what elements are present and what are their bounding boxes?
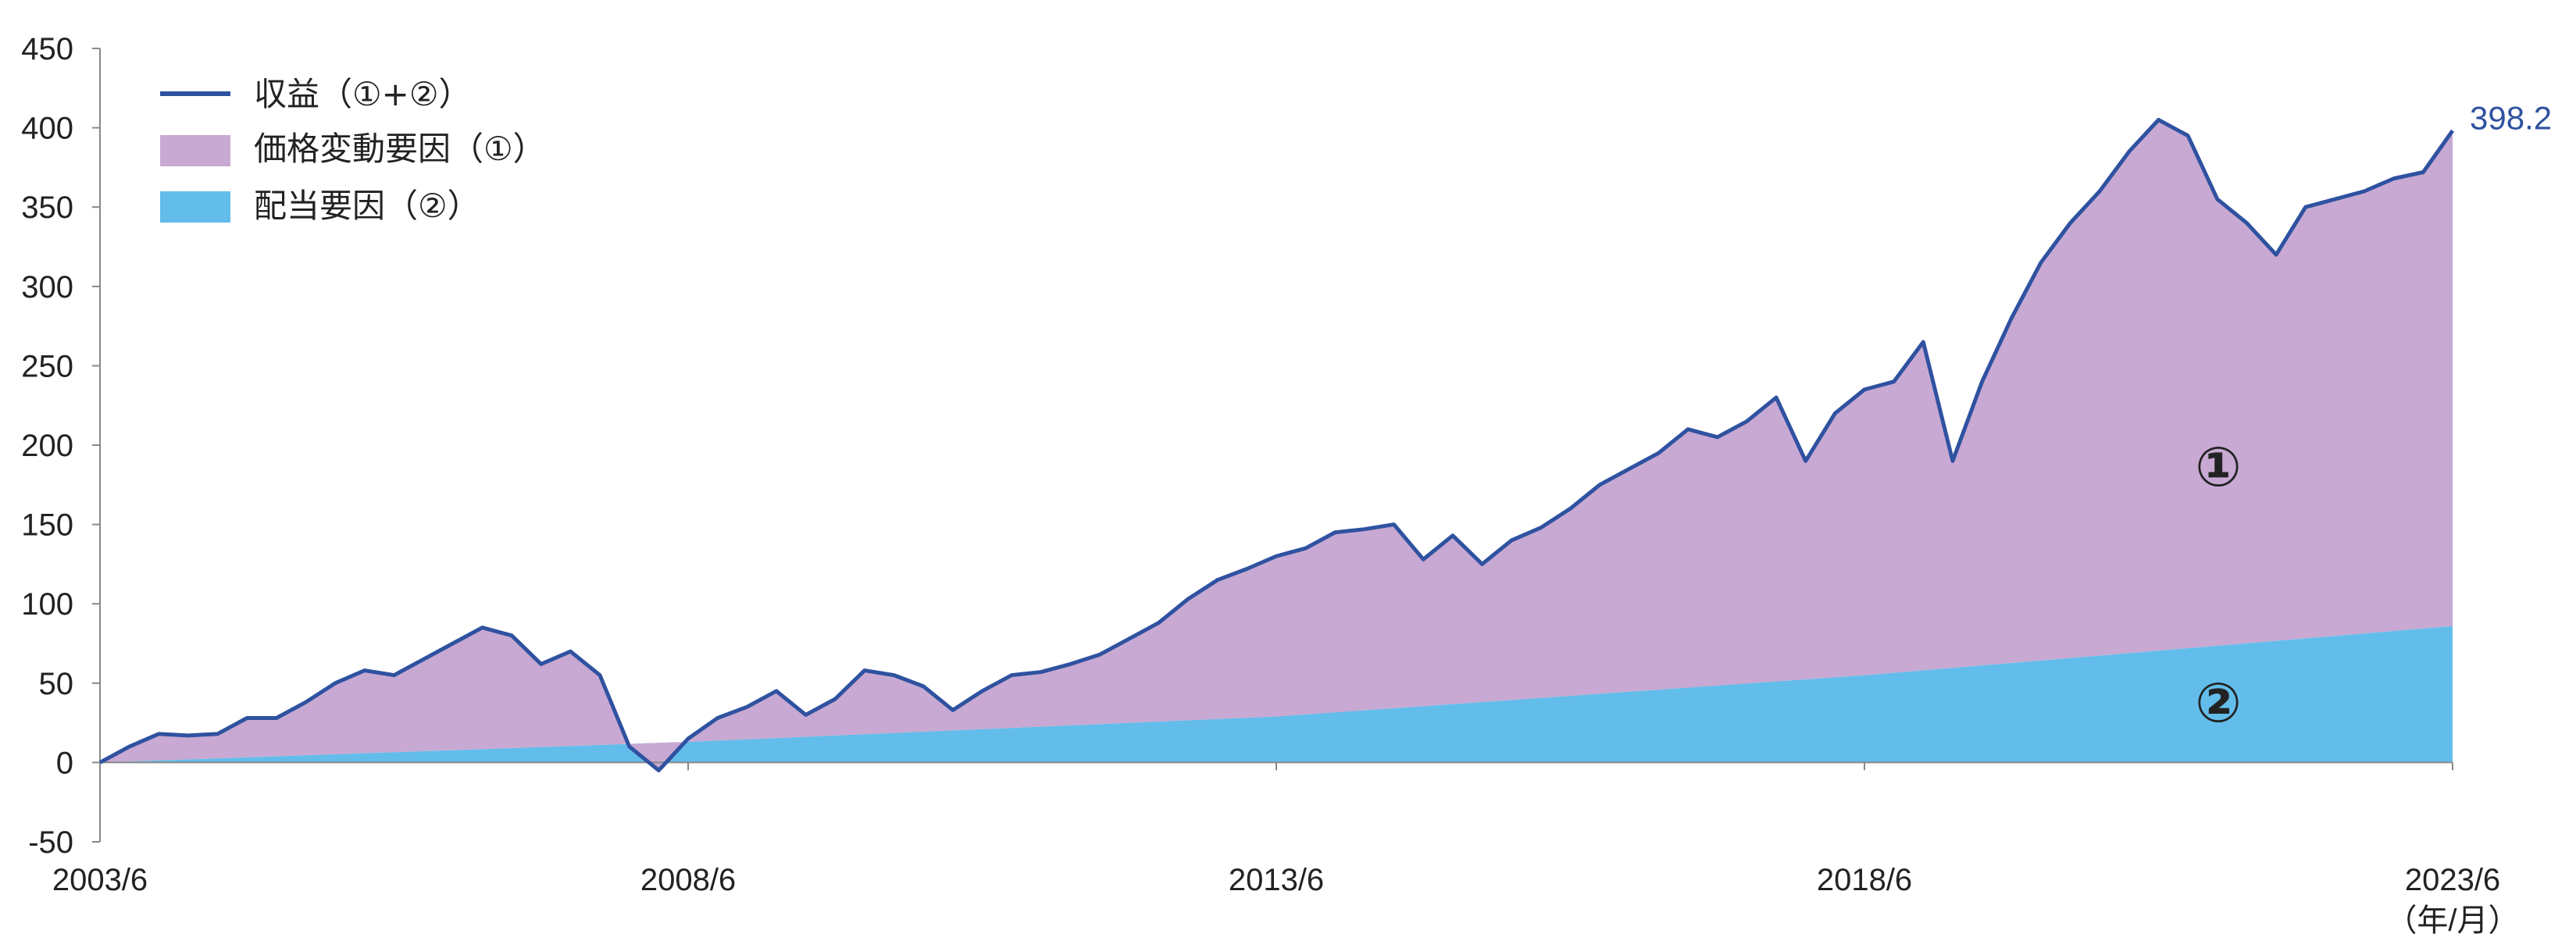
legend: 収益（①+②） 価格変動要因（①） 配当要因（②） bbox=[160, 75, 546, 225]
x-tick-label: 2008/6 bbox=[640, 863, 736, 897]
y-tick-label: 150 bbox=[21, 508, 73, 543]
price-factor-marker: ① bbox=[2195, 435, 2241, 499]
dividend-factor-area bbox=[100, 625, 2453, 763]
end-value-label: 398.2 bbox=[2470, 99, 2552, 136]
price-factor-area bbox=[100, 119, 2453, 771]
legend-price-swatch bbox=[160, 135, 230, 166]
legend-dividend-swatch bbox=[160, 191, 230, 223]
y-tick-label: 200 bbox=[21, 429, 73, 463]
y-tick-label: 250 bbox=[21, 349, 73, 383]
price-area-group bbox=[100, 119, 2453, 771]
x-axis-unit: （年/月） bbox=[2385, 903, 2519, 938]
y-tick-label: 300 bbox=[21, 270, 73, 305]
dividend-factor-marker: ② bbox=[2195, 671, 2241, 735]
y-tick-label: 350 bbox=[21, 191, 73, 225]
x-tick-label: 2023/6 bbox=[2405, 863, 2500, 897]
x-tick-label: 2013/6 bbox=[1229, 863, 1324, 897]
legend-price-label: 価格変動要因（①） bbox=[254, 130, 546, 168]
x-ticks: 2003/6 2008/6 2013/6 2018/6 2023/6 bbox=[52, 762, 2500, 897]
y-tick-label: 50 bbox=[39, 667, 74, 701]
y-tick-label: 100 bbox=[21, 587, 73, 622]
y-tick-label: 0 bbox=[56, 746, 73, 780]
y-tick-label: 400 bbox=[21, 112, 73, 146]
x-tick-label: 2003/6 bbox=[52, 863, 148, 897]
total-return-line-group bbox=[98, 117, 2455, 773]
y-tick-label: 450 bbox=[21, 32, 73, 66]
y-tick-label: -50 bbox=[28, 825, 73, 860]
legend-line-label: 収益（①+②） bbox=[254, 75, 472, 113]
total-return-line bbox=[98, 117, 2455, 773]
legend-dividend-label: 配当要因（②） bbox=[254, 187, 480, 225]
y-ticks: -50 0 50 100 150 200 250 300 350 400 450 bbox=[21, 32, 100, 860]
x-tick-label: 2018/6 bbox=[1817, 863, 1912, 897]
dividend-area-group bbox=[100, 625, 2453, 763]
